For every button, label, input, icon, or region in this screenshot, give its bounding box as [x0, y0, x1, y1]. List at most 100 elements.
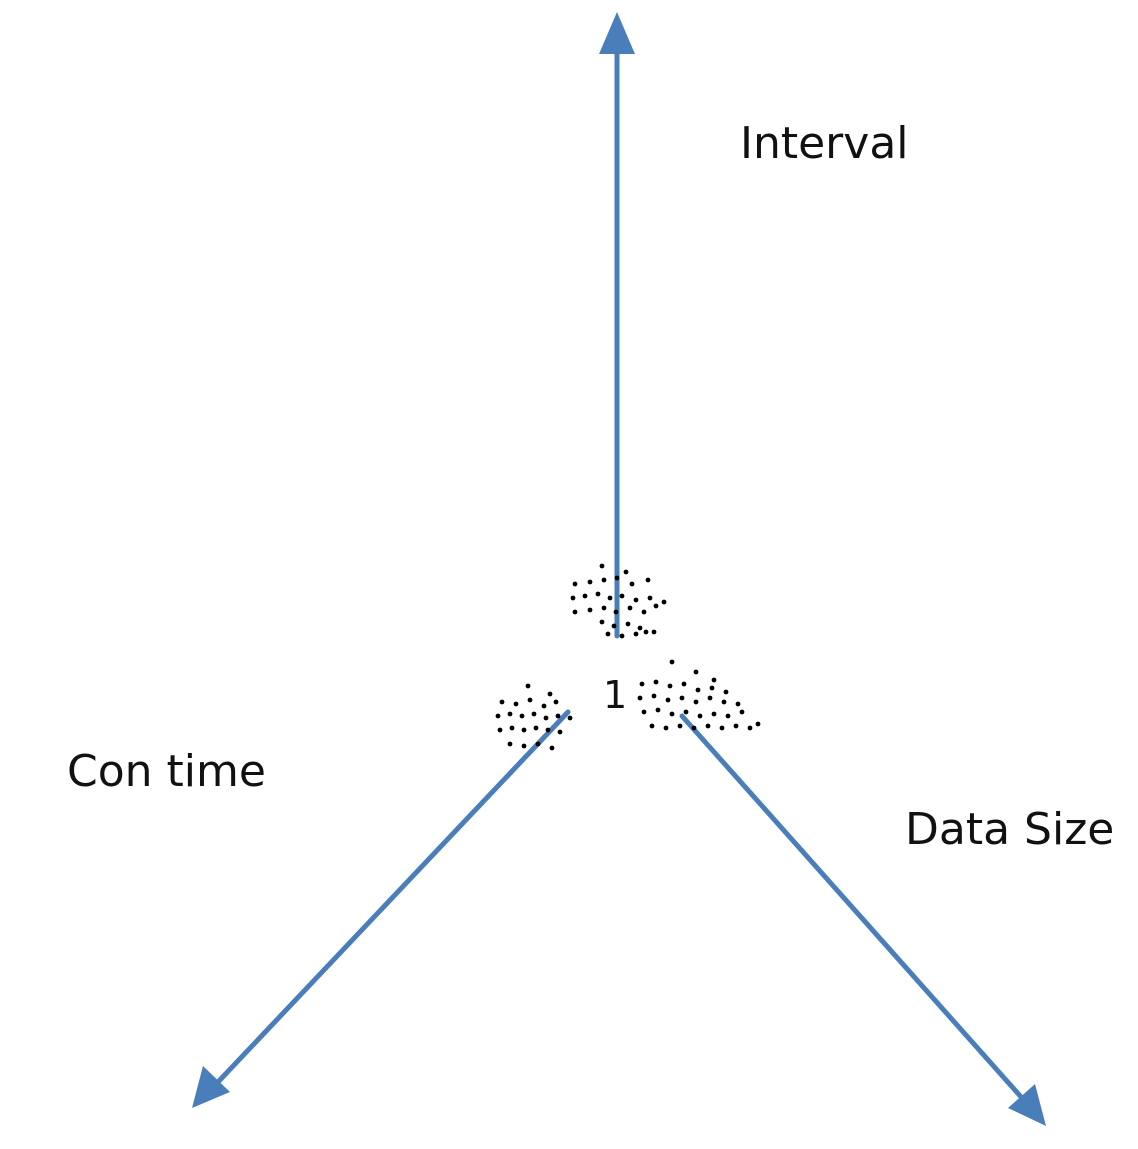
interval-arrowhead — [599, 12, 635, 54]
stipple-dot — [669, 711, 675, 717]
stipple-dot — [543, 715, 549, 721]
con-time-axis-line — [215, 709, 571, 1085]
stipple-dot — [595, 591, 601, 597]
origin-label: 1 — [603, 673, 628, 717]
stipple-dot — [629, 581, 635, 587]
stipple-dot — [587, 607, 593, 613]
stipple-dot — [641, 609, 647, 615]
data-size-axis-line — [679, 713, 1025, 1101]
stipple-dot — [649, 723, 655, 729]
stipple-dot — [747, 725, 753, 731]
stipple-dot — [721, 699, 727, 705]
con-time-axis — [192, 709, 571, 1108]
stipple-dot — [633, 597, 639, 603]
stipple-dot — [582, 593, 588, 599]
stipple-dot — [541, 703, 547, 709]
stipple-dot — [607, 595, 613, 601]
stipple-dot — [711, 711, 717, 717]
stipple-dot — [693, 699, 699, 705]
stipple-dot — [619, 593, 625, 599]
stipple-dot — [643, 629, 649, 635]
interval-axis — [599, 12, 635, 639]
stipple-dot — [513, 701, 519, 707]
stipple-dot — [653, 679, 659, 685]
con-time-arrowhead — [192, 1066, 230, 1108]
stipple-dot — [570, 595, 576, 601]
stipple-dot — [693, 669, 699, 675]
stipple-dot — [531, 711, 537, 717]
stipple-dot — [725, 713, 731, 719]
data-size-axis — [679, 713, 1046, 1126]
stipple-dot — [655, 707, 661, 713]
stipple-dot — [667, 683, 673, 689]
stipple-dot — [535, 741, 541, 747]
stipple-dot — [669, 659, 675, 665]
stipple-dot — [567, 715, 573, 721]
stipple-dot — [735, 701, 741, 707]
stipple-dot — [525, 683, 531, 689]
stipple-dot — [645, 577, 651, 583]
stipple-dot — [625, 621, 631, 627]
stipple-dot — [707, 695, 713, 701]
stipple-dot — [719, 725, 725, 731]
stipple-dot — [572, 581, 578, 587]
stipple-dot — [572, 609, 578, 615]
stipple-dot — [507, 711, 513, 717]
stipple-dot — [509, 725, 515, 731]
stipple-dot — [614, 575, 620, 581]
stipple-dot — [647, 595, 653, 601]
stipple-dot — [507, 741, 513, 747]
stipple-dot — [651, 629, 657, 635]
con-time-dot-cluster — [495, 683, 573, 751]
stipple-dot — [605, 631, 611, 637]
stipple-dot — [545, 727, 551, 733]
stipple-dot — [639, 681, 645, 687]
stipple-dot — [533, 725, 539, 731]
stipple-dot — [599, 619, 605, 625]
stipple-dot — [653, 603, 659, 609]
stipple-dot — [641, 709, 647, 715]
stipple-dot — [665, 697, 671, 703]
stipple-dot — [711, 677, 717, 683]
data-size-axis-label: Data Size — [905, 804, 1115, 855]
stipple-dot — [663, 725, 669, 731]
stipple-dot — [627, 605, 633, 611]
stipple-dot — [497, 727, 503, 733]
stipple-dot — [723, 689, 729, 695]
stipple-dot — [681, 681, 687, 687]
stipple-dot — [705, 723, 711, 729]
stipple-dot — [557, 729, 563, 735]
stipple-dot — [709, 685, 715, 691]
stipple-dot — [695, 687, 701, 693]
interval-dot-cluster — [570, 563, 667, 639]
stipple-dot — [755, 721, 761, 727]
stipple-dot — [599, 563, 605, 569]
stipple-dot — [611, 623, 617, 629]
stipple-dot — [633, 631, 639, 637]
stipple-dot — [733, 723, 739, 729]
stipple-dot — [499, 699, 505, 705]
stipple-dot — [739, 709, 745, 715]
stipple-dot — [547, 691, 553, 697]
data-size-arrowhead — [1008, 1084, 1046, 1126]
stipple-dot — [677, 723, 683, 729]
stipple-dot — [601, 605, 607, 611]
data-size-dot-cluster — [637, 659, 761, 731]
stipple-dot — [691, 725, 697, 731]
stipple-dot — [637, 625, 643, 631]
stipple-dot — [587, 579, 593, 585]
stipple-dot — [495, 713, 501, 719]
stipple-dot — [555, 713, 561, 719]
stipple-dot — [519, 713, 525, 719]
stipple-dot — [661, 599, 667, 605]
stipple-dot — [521, 743, 527, 749]
stipple-dot — [679, 695, 685, 701]
stipple-dot — [683, 709, 689, 715]
stipple-dot — [601, 577, 607, 583]
stipple-dot — [623, 569, 629, 575]
stipple-dot — [619, 633, 625, 639]
stipple-dot — [651, 693, 657, 699]
stipple-dot — [637, 695, 643, 701]
stipple-dot — [697, 713, 703, 719]
